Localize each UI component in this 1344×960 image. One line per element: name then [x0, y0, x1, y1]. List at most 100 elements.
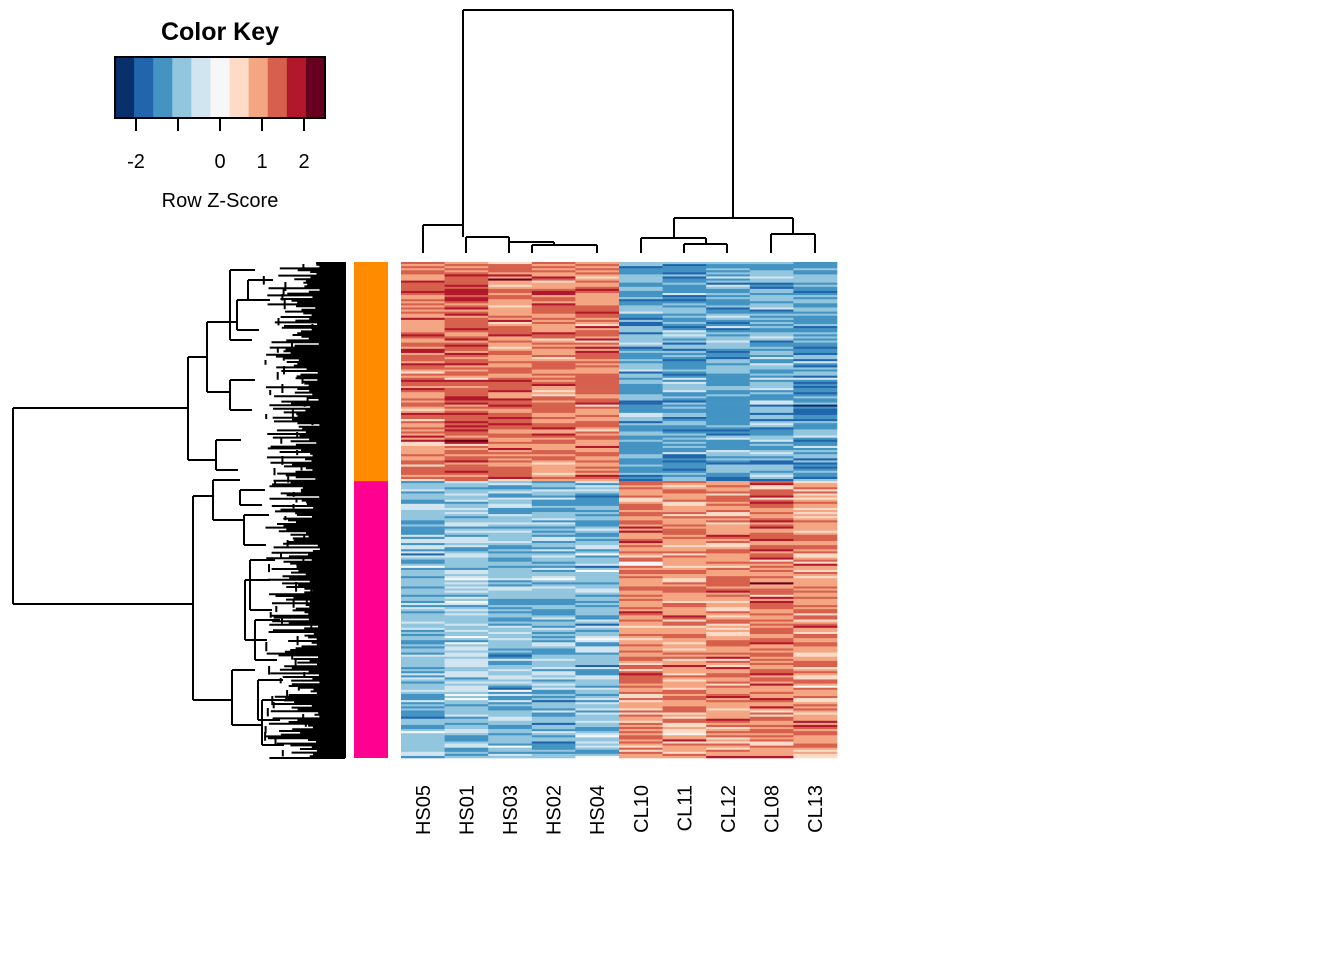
heatmap-cell	[619, 443, 663, 447]
heatmap-cell	[793, 631, 838, 635]
heatmap-cell	[531, 576, 576, 579]
heatmap-cell	[488, 739, 533, 742]
heatmap-cell	[749, 611, 794, 614]
heatmap-cell	[706, 448, 751, 451]
heatmap-cell	[706, 687, 751, 691]
heatmap-cell	[619, 454, 663, 457]
heatmap-cell	[662, 710, 707, 713]
heatmap-cell	[488, 497, 533, 500]
heatmap-cell	[488, 361, 533, 364]
heatmap-cell	[531, 460, 576, 463]
heatmap-cell	[575, 400, 620, 403]
heatmap-cell	[531, 410, 576, 414]
heatmap-cell	[662, 474, 707, 478]
heatmap-cell	[793, 580, 838, 583]
heatmap-cell	[706, 693, 751, 697]
row-dendrogram-fine-branches	[215, 262, 346, 759]
heatmap-cell	[531, 669, 576, 672]
heatmap-cell	[793, 549, 838, 552]
heatmap-cell	[531, 350, 576, 354]
heatmap-cell	[749, 716, 794, 720]
heatmap-cell	[575, 495, 620, 498]
heatmap-cell	[401, 497, 445, 500]
heatmap-cell	[749, 741, 794, 744]
heatmap-cell	[706, 274, 751, 277]
heatmap-cell	[444, 514, 489, 517]
heatmap-cell	[749, 402, 794, 405]
heatmap-cell	[749, 621, 794, 624]
heatmap-cell	[793, 627, 838, 631]
heatmap-cell	[488, 313, 533, 317]
heatmap-cell	[749, 538, 794, 542]
heatmap-cell	[793, 464, 838, 467]
heatmap-cell	[488, 286, 533, 290]
heatmap-cell	[531, 328, 576, 331]
heatmap-cell	[706, 472, 751, 476]
heatmap-cell	[401, 741, 445, 744]
heatmap-cell	[444, 307, 489, 310]
heatmap-cell	[662, 526, 707, 529]
heatmap-cell	[444, 543, 489, 546]
heatmap-cell	[488, 276, 533, 279]
heatmap-cell	[706, 656, 751, 660]
heatmap-cell	[531, 696, 576, 699]
heatmap-cell	[749, 396, 794, 399]
color-key-tick-label: 0	[214, 151, 225, 173]
heatmap-cell	[749, 547, 794, 550]
heatmap-cell	[662, 419, 707, 422]
heatmap-cell	[662, 755, 707, 759]
heatmap-cell	[619, 410, 663, 414]
heatmap-cell	[706, 262, 751, 265]
heatmap-cell	[749, 433, 794, 436]
heatmap-cell	[793, 735, 838, 738]
heatmap-cell	[793, 295, 838, 298]
heatmap-cell	[444, 342, 489, 345]
heatmap-cell	[706, 410, 751, 414]
heatmap-cell	[749, 683, 794, 686]
heatmap-cell	[401, 689, 445, 693]
color-key-swatch	[172, 57, 192, 118]
heatmap-cell	[749, 675, 794, 678]
heatmap-cell	[401, 326, 445, 329]
heatmap-cell	[488, 685, 533, 689]
heatmap-cell	[444, 350, 489, 354]
heatmap-cell	[401, 567, 445, 571]
heatmap-cell	[706, 582, 751, 585]
heatmap-cell	[749, 417, 794, 420]
heatmap-cell	[444, 313, 489, 317]
heatmap-cell	[444, 412, 489, 416]
heatmap-cell	[619, 667, 663, 670]
heatmap-cell	[531, 357, 576, 360]
heatmap-cell	[749, 305, 794, 308]
heatmap-cell	[401, 565, 445, 569]
heatmap-cell	[793, 501, 838, 505]
heatmap-cell	[749, 580, 794, 583]
heatmap-cell	[662, 394, 707, 397]
heatmap-cell	[619, 708, 663, 711]
heatmap-cell	[488, 472, 533, 476]
heatmap-cell	[706, 456, 751, 459]
heatmap-cell	[531, 495, 576, 498]
heatmap-cell	[575, 441, 620, 445]
heatmap-cell	[793, 532, 838, 536]
heatmap-cell	[575, 326, 620, 329]
heatmap-cell	[619, 274, 663, 277]
heatmap-cell	[444, 483, 489, 486]
heatmap-cell	[662, 654, 707, 658]
heatmap-cell	[444, 631, 489, 635]
heatmap-cell	[662, 462, 707, 465]
heatmap-cell	[575, 464, 620, 467]
heatmap-cell	[706, 317, 751, 321]
heatmap-cell	[706, 673, 751, 676]
heatmap-cell	[619, 282, 663, 286]
heatmap-cell	[401, 551, 445, 554]
heatmap-cell	[749, 324, 794, 327]
heatmap-cell	[619, 379, 663, 383]
heatmap-cell	[401, 383, 445, 387]
heatmap-cell	[662, 627, 707, 631]
heatmap-cell	[706, 321, 751, 325]
heatmap-cell	[619, 373, 663, 376]
heatmap-cell	[575, 346, 620, 350]
heatmap-cell	[662, 367, 707, 370]
heatmap-cell	[706, 565, 751, 569]
